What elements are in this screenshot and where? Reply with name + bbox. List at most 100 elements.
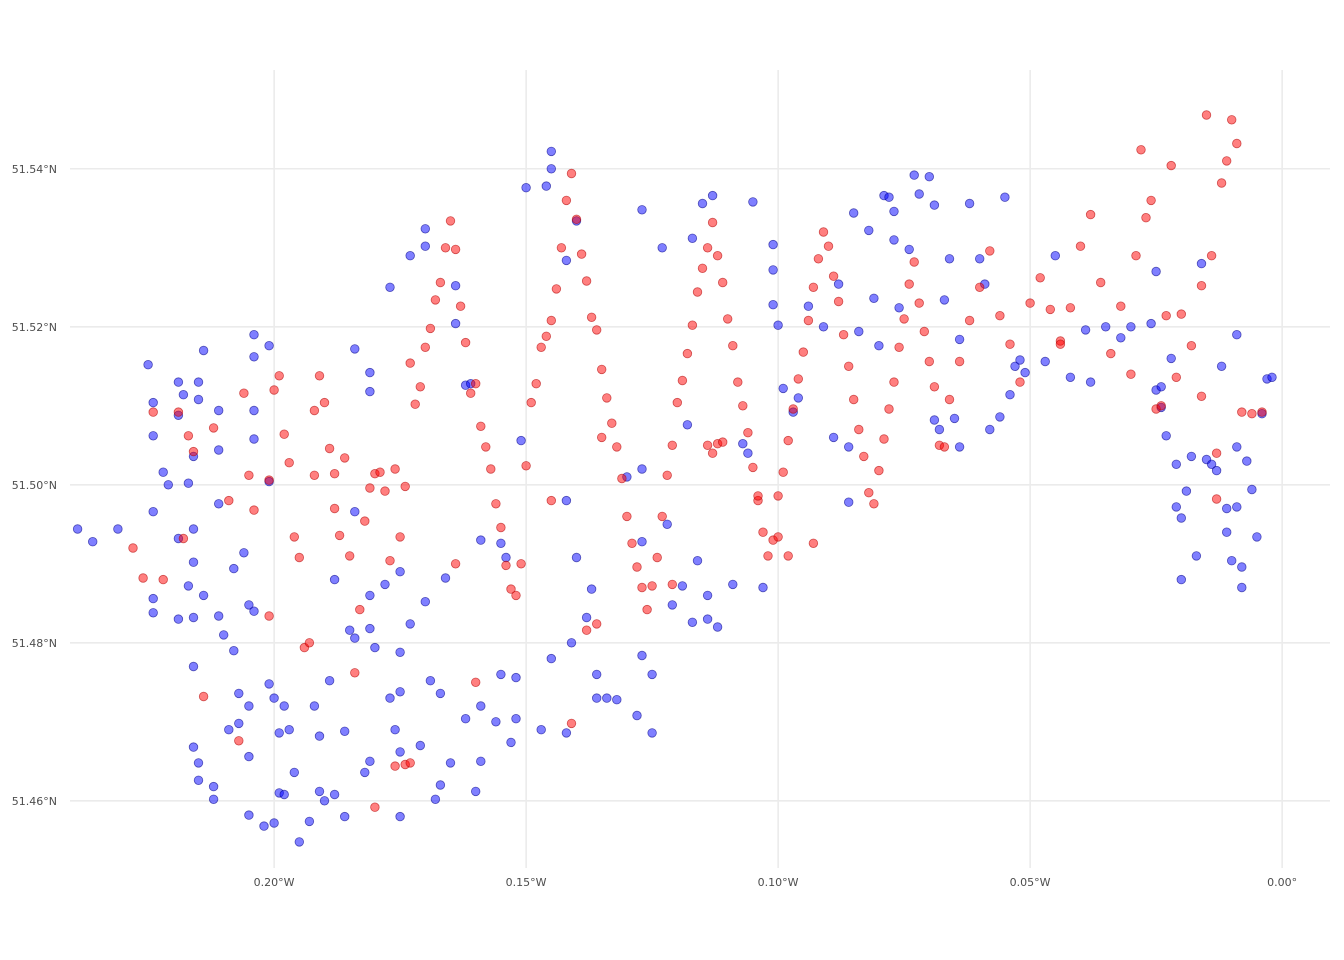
point-blue — [213, 499, 224, 509]
point-red — [1237, 407, 1247, 417]
point-red — [1131, 250, 1141, 261]
point-red — [370, 802, 380, 812]
point-blue — [1161, 431, 1171, 441]
point-blue — [420, 224, 431, 234]
point-red — [864, 488, 874, 498]
point-red — [753, 491, 763, 501]
point-blue — [682, 420, 693, 430]
point-red — [773, 532, 783, 542]
point-red — [556, 243, 567, 253]
point-red — [455, 301, 466, 311]
point-blue — [1216, 361, 1227, 372]
point-blue — [244, 600, 254, 610]
point-red — [818, 227, 829, 237]
point-red — [264, 611, 274, 621]
point-blue — [1191, 551, 1202, 561]
point-red — [919, 326, 930, 337]
point-blue — [758, 582, 768, 593]
point-red — [1247, 409, 1257, 419]
point-red — [778, 467, 788, 477]
point-red — [849, 394, 859, 405]
point-blue — [395, 747, 405, 757]
point-blue — [365, 623, 375, 634]
point-red — [440, 243, 451, 253]
point-red — [496, 522, 506, 533]
point-blue — [218, 630, 229, 640]
point-red — [808, 282, 819, 293]
point-blue — [405, 619, 415, 629]
point-red — [329, 469, 340, 479]
point-red — [844, 361, 854, 372]
point-red — [1141, 212, 1151, 223]
point-red — [249, 505, 259, 515]
series-blue-points — [72, 146, 1277, 847]
point-blue — [365, 367, 375, 378]
point-red — [546, 315, 557, 326]
point-blue — [1166, 353, 1176, 364]
point-blue — [1171, 459, 1182, 470]
point-blue — [1050, 250, 1061, 261]
point-blue — [546, 164, 557, 174]
point-red — [566, 718, 577, 729]
point-blue — [985, 424, 995, 435]
point-blue — [768, 265, 778, 275]
point-red — [415, 382, 426, 392]
point-red — [208, 423, 219, 433]
point-red — [178, 533, 189, 544]
point-blue — [395, 647, 405, 658]
point-red — [546, 495, 557, 506]
point-blue — [1267, 372, 1277, 383]
point-blue — [430, 794, 441, 805]
point-blue — [637, 205, 647, 215]
point-blue — [360, 767, 370, 778]
point-red — [773, 491, 783, 501]
point-blue — [440, 573, 451, 583]
point-blue — [667, 600, 678, 610]
point-blue — [1156, 382, 1166, 392]
y-tick-label: 51.48°N — [12, 637, 57, 650]
point-blue — [773, 320, 783, 330]
point-blue — [1242, 456, 1252, 466]
point-blue — [516, 435, 526, 446]
point-red — [395, 532, 405, 542]
point-red — [803, 315, 814, 326]
point-red — [985, 246, 995, 256]
point-red — [939, 442, 950, 452]
point-blue — [501, 552, 511, 563]
point-blue — [889, 235, 899, 245]
point-red — [914, 298, 924, 308]
point-red — [340, 453, 350, 463]
point-blue — [793, 393, 804, 403]
point-red — [672, 397, 683, 408]
point-blue — [1237, 582, 1247, 593]
series-red-points — [128, 110, 1267, 812]
point-blue — [72, 524, 83, 534]
point-red — [793, 374, 804, 384]
point-red — [758, 527, 768, 537]
point-red — [471, 379, 481, 389]
point-red — [294, 552, 305, 563]
point-blue — [314, 786, 325, 797]
point-blue — [1232, 502, 1242, 512]
point-red — [854, 424, 864, 435]
point-red — [1166, 160, 1176, 171]
point-blue — [1196, 258, 1207, 269]
point-blue — [289, 767, 300, 778]
point-red — [445, 216, 456, 226]
point-red — [592, 325, 602, 335]
point-blue — [244, 701, 254, 711]
point-red — [420, 342, 431, 353]
point-blue — [954, 334, 965, 345]
point-blue — [259, 821, 269, 831]
point-blue — [662, 519, 672, 530]
point-blue — [249, 330, 259, 340]
point-red — [602, 393, 612, 403]
point-blue — [995, 412, 1005, 422]
point-blue — [340, 726, 350, 737]
point-red — [198, 691, 209, 702]
point-red — [1156, 401, 1166, 411]
point-red — [304, 638, 315, 648]
point-red — [597, 364, 607, 375]
point-blue — [350, 507, 360, 517]
point-blue — [657, 243, 667, 253]
